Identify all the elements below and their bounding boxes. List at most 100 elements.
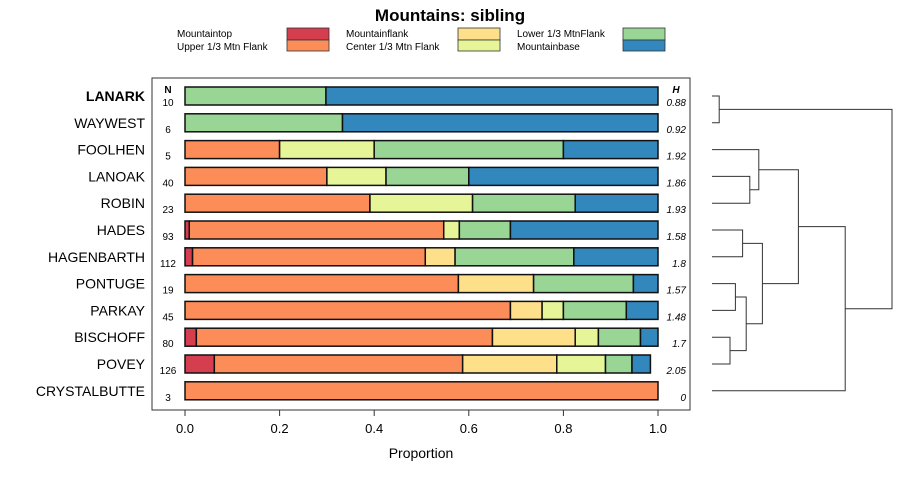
n-value: 112	[160, 259, 176, 270]
dendrogram	[712, 95, 893, 392]
legend-label: Mountainflank	[346, 29, 409, 40]
bar-segment	[188, 220, 445, 240]
bar-segment	[562, 300, 628, 321]
row-label: PONTUGE	[76, 276, 145, 292]
legend-label: Upper 1/3 Mtn Flank	[177, 42, 269, 53]
n-value: 3	[165, 393, 171, 404]
n-value: 126	[160, 366, 177, 377]
bar-segment	[639, 327, 659, 347]
n-value: 6	[165, 125, 171, 136]
bar-segment	[278, 139, 375, 160]
bar-row: HADES 93 1.58	[97, 220, 686, 243]
bar-segment	[631, 354, 652, 374]
x-tick-label: 0.2	[271, 421, 289, 436]
x-tick-label: 1.0	[649, 421, 667, 436]
dendrogram-branch	[712, 175, 751, 204]
bar-segment	[458, 220, 512, 240]
legend-label: Lower 1/3 MtnFlank	[517, 29, 606, 40]
bar-row: FOOLHEN 5 1.92	[77, 139, 687, 163]
row-label: PARKAY	[90, 302, 145, 318]
n-value: 80	[162, 339, 174, 350]
h-value: 0.92	[667, 125, 687, 136]
dendrogram-branch	[758, 169, 799, 285]
x-tick-label: 0.6	[460, 421, 478, 436]
bar-segment	[532, 273, 635, 294]
bar-segment	[457, 273, 535, 294]
bar-row: BISCHOFF 80 1.7	[74, 327, 686, 350]
x-tick-label: 0.4	[365, 421, 383, 436]
bar-segment	[184, 273, 460, 294]
bar-row: HAGENBARTH 112 1.8	[48, 247, 686, 270]
bar-segment	[468, 166, 659, 187]
bar-segment	[184, 139, 281, 160]
dendrogram-branch	[719, 108, 893, 310]
chart-title: Mountains: sibling	[375, 6, 525, 25]
bar-segment	[184, 300, 512, 321]
bar-segment	[184, 166, 328, 187]
bar-row: PONTUGE 19 1.57	[76, 273, 686, 297]
dendrogram-branch	[730, 296, 747, 352]
bar-segment	[471, 193, 576, 213]
row-label: FOOLHEN	[77, 142, 145, 158]
bar-segment	[509, 300, 543, 321]
dendrogram-branch	[712, 226, 846, 392]
bar-row: POVEY 126 2.05	[97, 354, 686, 377]
legend-swatch	[622, 27, 666, 41]
row-label: BISCHOFF	[74, 329, 145, 345]
bar-segment	[625, 300, 659, 321]
legend-swatch	[457, 39, 501, 52]
bar-segment	[184, 247, 194, 267]
row-label: ROBIN	[101, 195, 145, 211]
h-value: 0.88	[667, 98, 687, 109]
bar-segment	[213, 354, 464, 374]
bar-segment	[574, 327, 600, 347]
h-value: 1.92	[667, 152, 687, 163]
bar-segment	[373, 139, 565, 160]
bar-segment	[562, 139, 659, 160]
bar-segment	[424, 247, 456, 267]
legend-swatch	[622, 39, 666, 52]
legend-label: Mountaintop	[177, 29, 232, 40]
bar-segment	[184, 86, 327, 106]
bar-segment	[461, 354, 558, 374]
bar-segment	[341, 113, 659, 133]
bar-segment	[326, 166, 387, 187]
n-value: 93	[162, 232, 174, 243]
bar-segment	[541, 300, 565, 321]
bar-row: PARKAY 45 1.48	[90, 300, 687, 323]
row-label: HAGENBARTH	[48, 249, 145, 265]
x-axis-label: Proportion	[389, 445, 454, 461]
dendrogram-branch	[712, 283, 736, 311]
bar-segment	[573, 247, 659, 267]
bar-row: LANARK 10 0.88	[86, 86, 687, 109]
bar-segment	[369, 193, 474, 213]
bar-segment	[491, 327, 576, 347]
bar-segment	[325, 86, 659, 106]
bar-row: LANOAK 40 1.86	[88, 166, 686, 189]
bar-segment	[184, 327, 198, 347]
bar-row: WAYWEST 6 0.92	[74, 113, 687, 136]
n-value: 45	[162, 312, 174, 323]
h-value: 1.7	[672, 339, 686, 350]
n-value: 10	[162, 98, 174, 109]
h-value: 1.8	[672, 259, 686, 270]
x-tick-label: 0.0	[176, 421, 194, 436]
h-value: 1.48	[667, 312, 687, 323]
bar-segment	[509, 220, 659, 240]
n-value: 5	[165, 152, 171, 163]
bar-segment	[184, 193, 371, 213]
bar-segment	[195, 327, 494, 347]
legend: Mountaintop Upper 1/3 Mtn Flank Mountainfl…	[177, 27, 666, 53]
h-value: 0	[680, 393, 686, 404]
bar-row: ROBIN 23 1.93	[101, 193, 687, 216]
n-header: N	[164, 85, 171, 96]
bar-segment	[604, 354, 633, 374]
h-value: 1.93	[667, 205, 687, 216]
bar-segment	[184, 113, 344, 133]
row-label: CRYSTALBUTTE	[36, 383, 145, 399]
row-label: LANARK	[86, 88, 145, 104]
bar-segment	[385, 166, 470, 187]
bar-segment	[191, 247, 427, 267]
legend-label: Mountainbase	[517, 42, 580, 53]
